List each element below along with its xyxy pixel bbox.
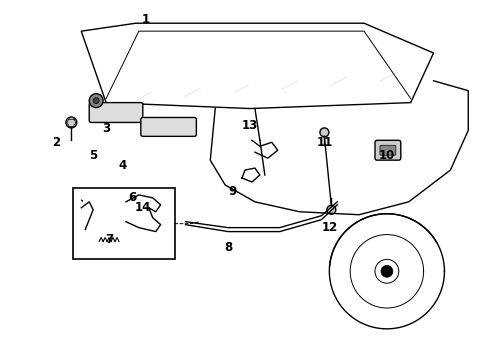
Text: 1: 1 xyxy=(142,13,150,26)
Bar xyxy=(74,188,174,260)
Text: 14: 14 xyxy=(135,201,151,214)
FancyBboxPatch shape xyxy=(89,103,143,122)
Circle shape xyxy=(320,128,329,137)
Text: 12: 12 xyxy=(321,221,338,234)
Text: 2: 2 xyxy=(52,136,61,149)
FancyBboxPatch shape xyxy=(380,145,396,155)
Circle shape xyxy=(327,205,336,214)
Text: 9: 9 xyxy=(228,185,236,198)
FancyBboxPatch shape xyxy=(375,140,401,160)
Text: 10: 10 xyxy=(379,149,395,162)
Circle shape xyxy=(89,94,103,108)
FancyArrowPatch shape xyxy=(81,200,83,201)
Text: 8: 8 xyxy=(224,241,232,254)
Text: 7: 7 xyxy=(105,233,113,246)
Text: 5: 5 xyxy=(89,149,98,162)
Text: 3: 3 xyxy=(102,122,110,135)
Circle shape xyxy=(381,265,393,277)
Circle shape xyxy=(66,117,77,128)
Text: 6: 6 xyxy=(129,192,137,204)
FancyBboxPatch shape xyxy=(141,117,196,136)
Text: 4: 4 xyxy=(119,159,127,172)
Text: 13: 13 xyxy=(242,119,258,132)
Text: 11: 11 xyxy=(316,136,333,149)
Circle shape xyxy=(93,98,99,104)
